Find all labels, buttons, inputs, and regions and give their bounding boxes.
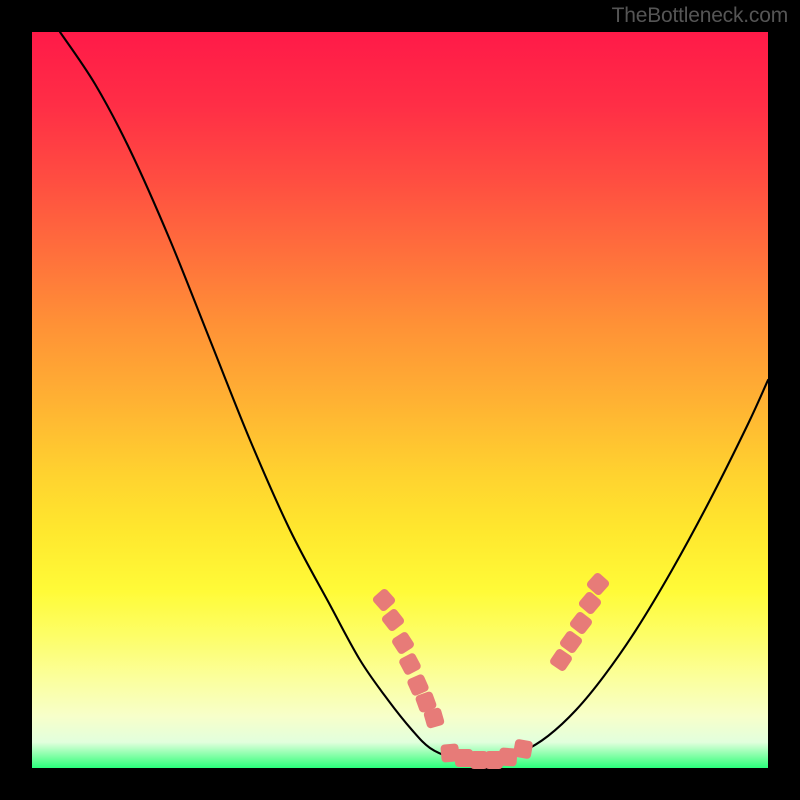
- watermark-text: TheBottleneck.com: [612, 4, 788, 28]
- marker-bottom-5: [513, 739, 534, 760]
- figure-root: TheBottleneck.com: [0, 0, 800, 800]
- bottleneck-curve: [0, 0, 800, 800]
